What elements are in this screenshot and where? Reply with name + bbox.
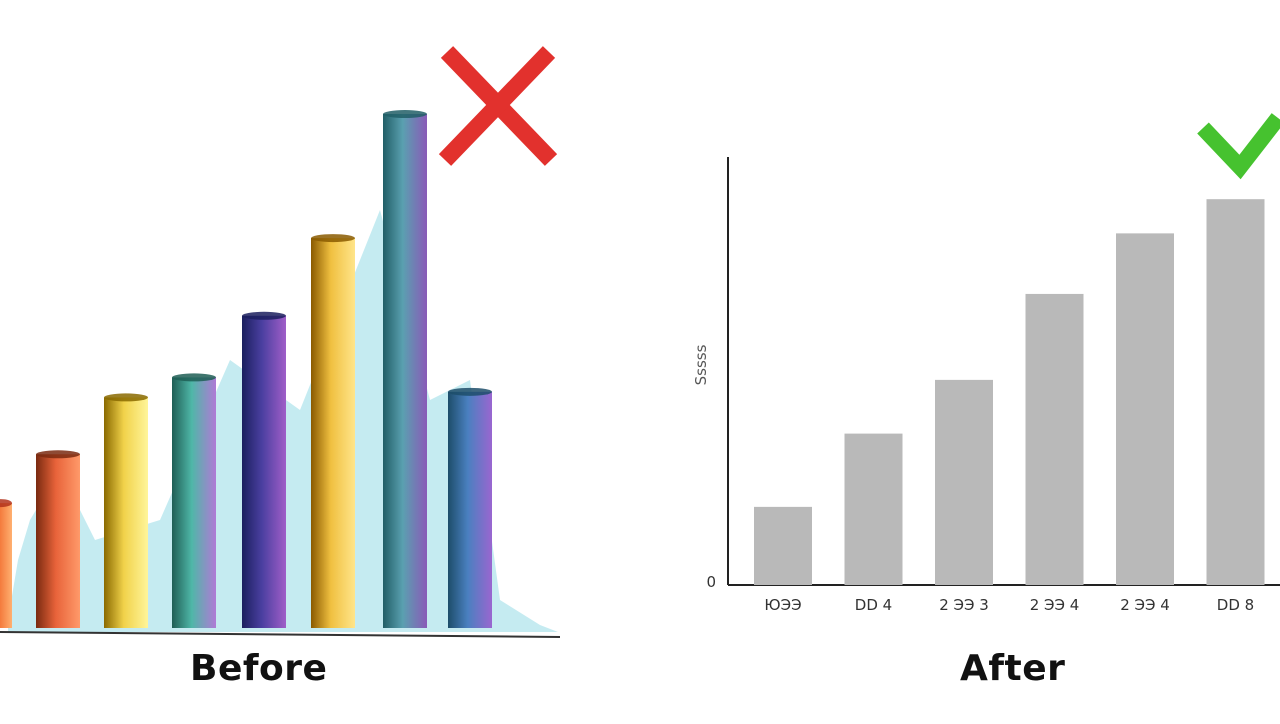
before-bar-8: [448, 391, 492, 628]
before-chart: [0, 110, 561, 638]
after-chart: ЮЭЭ DD 4 2 ЭЭ 3 2 ЭЭ 4 2 ЭЭ 4 DD 8 0 Sssss: [692, 157, 1280, 614]
cross-icon: [438, 46, 558, 166]
before-caption: Before: [190, 648, 328, 689]
after-y-tick-label-1: 0: [706, 573, 716, 591]
before-bar-3: [104, 397, 148, 628]
checkmark-stroke: [1197, 113, 1280, 180]
after-bar-1: [754, 506, 812, 585]
after-x-tick-label-4: 2 ЭЭ 4: [1030, 596, 1080, 614]
before-bar-cap-3: [104, 393, 148, 402]
before-baseline: [0, 631, 561, 638]
before-bar-2: [36, 454, 80, 628]
after-bar-6: [1206, 199, 1265, 586]
before-bar-cap-4: [172, 373, 216, 382]
before-bar-cap-2: [36, 450, 80, 459]
after-x-tick-label-5: 2 ЭЭ 4: [1120, 596, 1170, 614]
checkmark-icon: [1197, 113, 1280, 180]
before-bar-7: [383, 114, 427, 628]
before-bar-cap-1: [0, 499, 12, 508]
after-bar-5: [1116, 233, 1174, 586]
after-bar-4: [1025, 293, 1084, 585]
before-bar-1: [0, 503, 12, 628]
before-bar-4: [172, 377, 216, 628]
cross-stroke-2: [438, 46, 556, 166]
after-x-tick-label-6: DD 8: [1217, 596, 1254, 614]
before-bar-5: [242, 315, 286, 628]
before-bar-cap-5: [242, 311, 286, 320]
after-bar-2: [844, 433, 903, 585]
before-bar-6: [311, 238, 355, 628]
after-caption: After: [960, 648, 1066, 689]
after-x-tick-label-3: 2 ЭЭ 3: [939, 596, 989, 614]
before-bar-cap-7: [383, 110, 427, 119]
after-x-tick-label-1: ЮЭЭ: [764, 596, 801, 614]
after-y-axis-label: Sssss: [692, 344, 710, 385]
before-bar-cap-8: [448, 387, 492, 396]
after-x-tick-label-2: DD 4: [855, 596, 892, 614]
before-bar-cap-6: [311, 234, 355, 243]
after-bar-3: [935, 379, 993, 585]
